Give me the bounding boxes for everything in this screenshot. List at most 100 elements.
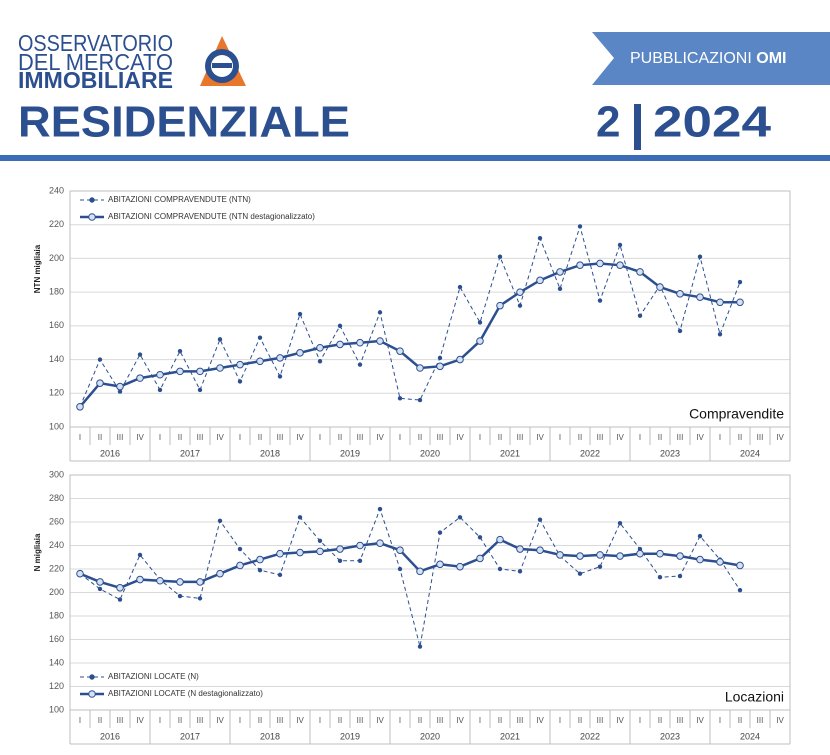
point <box>216 569 224 578</box>
year-label: 2017 <box>180 731 200 741</box>
x-tick-label: II <box>98 433 102 442</box>
x-tick-label: IV <box>776 433 784 442</box>
point <box>296 349 304 357</box>
year-label: 2022 <box>580 731 600 741</box>
x-tick-label: IV <box>136 433 144 442</box>
x-tick-label: III <box>117 433 124 442</box>
point <box>76 569 84 578</box>
legend-marker <box>88 213 96 221</box>
y-tick-label: 220 <box>49 563 64 573</box>
point <box>676 552 684 560</box>
point <box>276 354 284 362</box>
x-tick-label: IV <box>216 433 224 442</box>
point <box>217 518 223 524</box>
x-tick-label: II <box>498 716 502 725</box>
point <box>357 362 363 367</box>
point <box>476 337 484 345</box>
x-tick-label: II <box>578 716 582 725</box>
x-tick-label: IV <box>776 716 784 725</box>
year-label: 2019 <box>340 731 360 741</box>
point <box>616 261 624 269</box>
point <box>316 547 324 556</box>
point <box>277 374 283 379</box>
point <box>337 323 343 329</box>
year-label: 2023 <box>660 448 680 458</box>
point <box>137 352 143 357</box>
point <box>457 284 463 290</box>
point <box>256 357 264 366</box>
point <box>237 546 243 552</box>
point <box>257 567 263 573</box>
banner-text: PUBBLICAZIONI <box>630 50 752 67</box>
x-tick-label: II <box>738 716 742 725</box>
point <box>396 347 404 355</box>
x-tick-label: I <box>399 433 401 442</box>
point <box>576 552 584 560</box>
point <box>536 546 544 555</box>
banner-text: PUBBLICAZIONI OMI <box>630 50 786 67</box>
y-tick-label: 220 <box>49 219 64 229</box>
x-tick-label: I <box>239 716 241 725</box>
point <box>196 367 204 376</box>
x-tick-label: II <box>258 716 262 725</box>
point <box>376 539 384 547</box>
x-tick-label: III <box>277 716 284 725</box>
x-tick-label: I <box>319 433 321 442</box>
logo-text: IMMOBILIARE <box>18 67 173 93</box>
point <box>416 567 424 576</box>
y-axis-label: N migliaia <box>33 533 42 571</box>
point <box>677 328 683 334</box>
point <box>477 320 483 325</box>
point <box>196 578 204 586</box>
x-tick-label: I <box>239 433 241 442</box>
point <box>217 337 223 342</box>
x-tick-label: III <box>757 716 764 725</box>
point <box>337 558 343 563</box>
x-tick-label: II <box>258 433 262 442</box>
point <box>717 332 723 337</box>
point <box>96 578 104 586</box>
x-tick-label: III <box>437 716 444 725</box>
point <box>457 515 463 520</box>
x-tick-label: I <box>159 716 161 725</box>
legend-marker <box>89 197 95 203</box>
page-title: RESIDENZIALE <box>18 98 350 147</box>
legend-marker <box>89 674 95 680</box>
point <box>156 370 164 379</box>
x-tick-label: I <box>479 716 481 725</box>
point <box>176 578 184 586</box>
year-label: 2021 <box>500 731 520 741</box>
point <box>136 374 144 382</box>
x-tick-label: III <box>197 716 204 725</box>
y-tick-label: 180 <box>49 287 64 297</box>
y-tick-label: 180 <box>49 610 64 620</box>
point <box>76 402 84 411</box>
series-line <box>79 262 740 408</box>
point <box>356 541 364 550</box>
x-tick-label: I <box>79 716 81 725</box>
x-tick-label: IV <box>136 716 144 725</box>
y-tick-label: 300 <box>49 469 64 479</box>
point <box>657 575 663 580</box>
y-tick-label: 140 <box>49 354 64 364</box>
point <box>577 571 583 576</box>
x-tick-label: I <box>319 716 321 725</box>
point <box>737 587 743 593</box>
y-axis-label: NTN migliaia <box>33 244 42 293</box>
x-tick-label: III <box>277 433 284 442</box>
x-tick-label: II <box>498 433 502 442</box>
logo-icon <box>200 36 246 86</box>
point <box>316 343 324 352</box>
point <box>296 548 304 557</box>
point <box>497 254 503 259</box>
legend-label: ABITAZIONI LOCATE (N) <box>108 672 199 681</box>
point <box>496 535 504 544</box>
year-label: 2022 <box>580 448 600 458</box>
point <box>516 288 524 296</box>
x-tick-label: IV <box>456 716 464 725</box>
point <box>176 367 184 376</box>
point <box>596 551 604 559</box>
point <box>237 379 243 384</box>
plot-frame <box>69 190 791 428</box>
x-tick-label: II <box>658 433 662 442</box>
